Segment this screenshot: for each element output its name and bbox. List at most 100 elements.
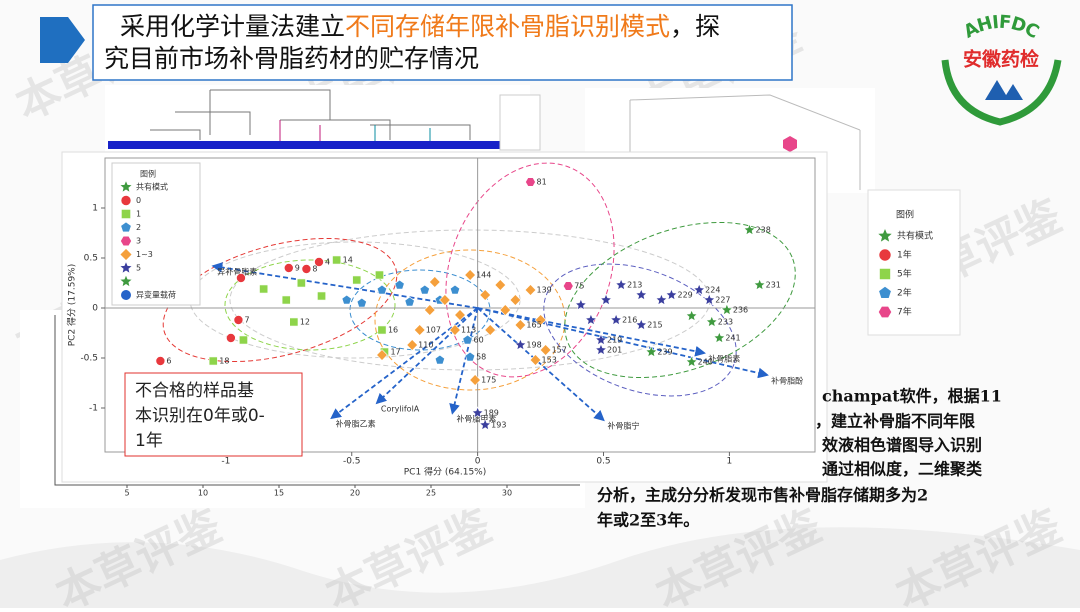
y-axis-label: PC2 得分 (17.59%) [66,264,78,347]
header-line1: 采用化学计量法建立不同存储年限补骨脂识别模式，探 [120,12,720,41]
legend3d-label: 共有模式 [897,230,933,242]
loading-arrow [211,262,478,309]
point [876,227,894,243]
point [376,284,388,295]
point [514,338,527,351]
body-line: champat软件，根据11 [822,387,1002,406]
bg-tick-label: 25 [426,489,436,498]
loading-arrow [477,307,605,422]
bg-tick-label: 30 [502,489,512,498]
point [449,284,461,295]
legend-label: 共有模式 [136,182,168,192]
point [236,273,246,283]
point [120,221,132,233]
legend-label: 3 [136,237,141,246]
point-label: 110 [418,341,433,350]
legend-icon [121,290,131,300]
point [743,223,756,236]
point [534,314,547,326]
point-label: 229 [677,291,692,300]
point [119,248,133,261]
point [614,278,628,291]
point [478,418,492,431]
point-label: 58 [476,353,486,362]
point [233,315,244,325]
legend-label: 2 [136,223,141,232]
header-highlight: 不同存储年限补骨脂识别模式 [345,12,670,41]
point-label: 18 [219,357,229,366]
x-tick-label: 0 [475,457,481,467]
point [685,309,698,322]
x-tick-label: 1 [727,457,733,467]
y-tick-label: -1 [89,404,98,414]
point-label: 201 [607,346,622,355]
point [665,288,678,301]
point [317,291,327,301]
loading-label: 异补骨脂素 [217,267,257,277]
note-line: 不合格的样品基 [135,381,254,401]
point [645,345,658,358]
body-line: 分析，主成分分析发现市售补骨脂存储期多为2 [597,486,928,505]
note-line: 1年 [135,431,163,451]
point-label: 236 [733,306,748,315]
loading-arrow [477,307,769,379]
point-label: 144 [476,271,491,280]
point [509,294,522,306]
point [155,356,166,366]
point-label: 81 [536,178,546,187]
point [529,354,542,366]
body-line: ，建立补骨脂不同年限 [815,412,976,431]
point-label: 12 [300,318,310,327]
point [720,303,734,316]
legend3d-label: 2年 [897,287,912,299]
legend-label: 0 [136,196,141,205]
header-text: ，探 [670,12,720,41]
chart: -1 -0.5 0 0.5 1 -1 -0.5 0 0.5 1 PC1 得分 (64.15%) PC2… [66,158,815,478]
point [301,264,312,274]
point [332,255,342,265]
point-label: 233 [718,318,733,327]
point-label: 216 [622,316,637,325]
bg-tick-label: 5 [124,489,129,498]
point-label: 7 [244,316,249,325]
header-line2: 究目前市场补骨脂药材的贮存情况 [104,44,479,73]
x-tick-label: -1 [221,457,230,467]
legend3d-label: 1年 [897,249,912,261]
point-label: 60 [474,336,484,345]
loading-label: 补骨脂乙素 [336,419,376,429]
point [609,313,623,326]
point [226,333,236,343]
y-tick-label: -0.5 [80,354,98,364]
legend3d-title: 图例 [896,209,914,221]
point [413,324,426,336]
point-label: 189 [484,409,499,418]
point-label: 139 [536,286,551,295]
point-label: 113 [461,326,476,335]
y-tick-label: 0.5 [84,254,98,264]
legend3d-label: 5年 [897,268,912,280]
point [634,288,648,301]
point [469,374,481,386]
point [281,295,291,305]
point [239,335,248,345]
plot-frame [104,157,816,453]
point [878,248,892,262]
point [599,293,613,306]
bg-tick-label: 10 [198,489,208,498]
point [434,354,445,365]
point-label: 16 [388,326,398,335]
legend-label: 异变量载荷 [136,290,176,300]
legend-title: 图例 [140,169,156,179]
legend3d-label: 7年 [897,306,912,318]
point-label: 215 [647,321,662,330]
point [314,257,324,267]
point [464,269,476,281]
point [120,195,132,206]
x-axis-label: PC1 得分 (64.15%) [404,466,487,478]
y-tick-label: 0 [92,304,98,314]
loading-label: 补骨脂素 [708,354,740,364]
point-label: 157 [552,346,567,355]
point [479,289,492,301]
